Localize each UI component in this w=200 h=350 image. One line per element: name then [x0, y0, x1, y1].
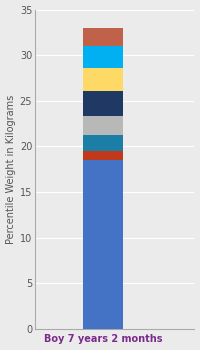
Bar	[83, 134, 123, 151]
Bar	[83, 68, 123, 91]
Bar	[83, 91, 123, 116]
Bar	[83, 160, 123, 329]
Bar	[83, 116, 123, 134]
Bar	[83, 46, 123, 68]
Y-axis label: Percentile Weight in Kilograms: Percentile Weight in Kilograms	[6, 94, 16, 244]
Bar	[83, 151, 123, 160]
Bar	[83, 28, 123, 46]
